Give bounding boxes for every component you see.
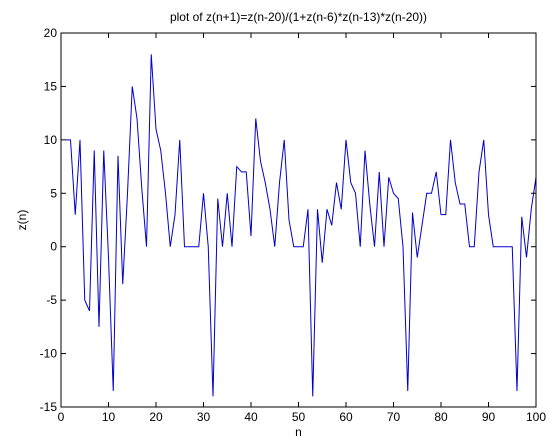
y-tick-label: 15: [44, 79, 58, 93]
chart-title: plot of z(n+1)=z(n-20)/(1+z(n-6)*z(n-13)…: [170, 10, 427, 24]
x-tick-label: 30: [197, 410, 211, 424]
y-tick-label: -10: [40, 347, 58, 361]
y-tick-label: 5: [50, 186, 57, 200]
y-axis-label: z(n): [15, 210, 29, 231]
x-axis-label: n: [295, 425, 302, 439]
x-tick-label: 0: [58, 410, 65, 424]
series-line: [65, 54, 537, 397]
x-tick-label: 80: [434, 410, 448, 424]
plot-area: [61, 33, 536, 407]
y-tick-label: 0: [50, 240, 57, 254]
y-tick-label: -5: [46, 293, 57, 307]
ticks-layer: 0 10 20 30 40 50 60 70 80 90 100 -15 -10 -5 0 5 10 15 20: [40, 26, 547, 424]
x-tick-label: 70: [387, 410, 401, 424]
y-tick-label: 10: [44, 133, 58, 147]
y-tick-label: -15: [40, 400, 58, 414]
x-tick-label: 20: [149, 410, 163, 424]
x-tick-label: 40: [244, 410, 258, 424]
y-tick-label: 20: [44, 26, 58, 40]
x-tick-label: 90: [482, 410, 496, 424]
series-layer: [65, 54, 537, 397]
x-tick-label: 10: [102, 410, 116, 424]
x-tick-label: 50: [292, 410, 306, 424]
x-tick-label: 60: [339, 410, 353, 424]
x-tick-label: 100: [526, 410, 546, 424]
